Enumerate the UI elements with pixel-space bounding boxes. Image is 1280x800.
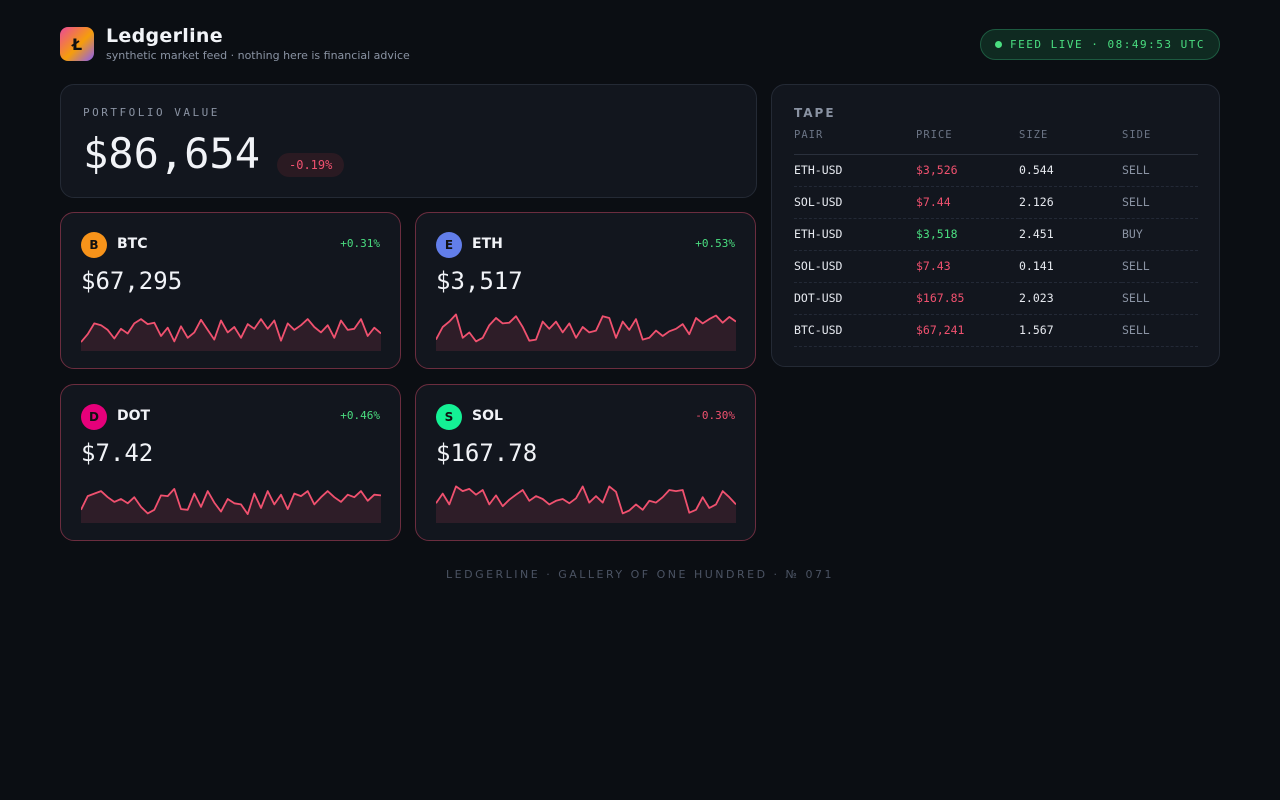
sparkline-line — [81, 487, 381, 515]
portfolio-label: PORTFOLIO VALUE — [83, 106, 220, 119]
brand-logo-icon: Ł — [60, 27, 94, 61]
dot-sparkline — [81, 487, 381, 523]
cell-size: 0.544 — [1019, 154, 1122, 187]
portfolio-card: PORTFOLIO VALUE $86,654 -0.19% — [60, 84, 757, 198]
coin-card-eth[interactable]: E ETH +0.53% $3,517 — [415, 212, 756, 369]
coin-symbol: SOL — [472, 408, 503, 424]
sparkline-area — [436, 486, 736, 523]
eth-coin-icon: E — [436, 232, 462, 258]
table-row[interactable]: BTC-USD $67,241 1.567 SELL — [794, 314, 1198, 347]
sol-coin-icon: S — [436, 404, 462, 430]
coin-price: $167.78 — [436, 439, 538, 467]
tape-header-row: PAIR PRICE SIZE SIDE — [794, 129, 1198, 155]
cell-price: $7.44 — [916, 186, 1019, 219]
table-row[interactable]: DOT-USD $167.85 2.023 SELL — [794, 282, 1198, 315]
brand-name: Ledgerline — [106, 25, 223, 47]
live-dot-icon — [995, 41, 1003, 48]
coin-card-sol[interactable]: S SOL -0.30% $167.78 — [415, 384, 756, 541]
cell-pair: BTC-USD — [794, 314, 916, 347]
column-header-price: PRICE — [916, 129, 1019, 155]
eth-sparkline — [436, 313, 736, 351]
cell-price: $67,241 — [916, 314, 1019, 347]
cell-pair: ETH-USD — [794, 218, 916, 251]
cell-side: BUY — [1122, 218, 1198, 251]
tape-table: PAIR PRICE SIZE SIDE ETH-USD $3,526 0.544 S… — [794, 129, 1198, 347]
coin-symbol: DOT — [117, 408, 151, 424]
cell-side: SELL — [1122, 186, 1198, 219]
tape-title: TAPE — [794, 106, 836, 120]
cell-pair: SOL-USD — [794, 250, 916, 283]
cell-pair: DOT-USD — [794, 282, 916, 315]
cell-side: SELL — [1122, 154, 1198, 187]
cell-size: 2.023 — [1019, 282, 1122, 315]
portfolio-change-badge: -0.19% — [277, 153, 345, 177]
sol-sparkline — [436, 485, 736, 523]
sparkline-line — [81, 318, 381, 343]
cell-size: 2.126 — [1019, 186, 1122, 219]
coin-price: $7.42 — [81, 439, 154, 467]
cell-side: SELL — [1122, 250, 1198, 283]
cell-price: $3,518 — [916, 218, 1019, 251]
coin-card-btc[interactable]: B BTC +0.31% $67,295 — [60, 212, 401, 369]
coin-change: +0.31% — [340, 237, 380, 250]
tape-panel: TAPE PAIR PRICE SIZE SIDE ETH-USD $3,526 0… — [771, 84, 1220, 367]
app-header: Ł Ledgerline synthetic market feed · not… — [60, 25, 1220, 63]
coin-price: $3,517 — [436, 267, 523, 295]
footer-caption: LEDGERLINE · GALLERY OF ONE HUNDRED · № … — [446, 568, 834, 581]
sparkline-line — [436, 485, 736, 515]
column-header-pair: PAIR — [794, 129, 916, 155]
sparkline-area — [81, 488, 381, 523]
cell-price: $167.85 — [916, 282, 1019, 315]
cell-price: $7.43 — [916, 250, 1019, 283]
column-header-size: SIZE — [1019, 129, 1122, 155]
table-row[interactable]: SOL-USD $7.43 0.141 SELL — [794, 250, 1198, 283]
feed-status-text: FEED LIVE · 08:49:53 UTC — [1010, 38, 1205, 51]
cell-side: SELL — [1122, 282, 1198, 315]
cell-pair: SOL-USD — [794, 186, 916, 219]
btc-coin-icon: B — [81, 232, 107, 258]
btc-sparkline — [81, 318, 381, 351]
column-header-side: SIDE — [1122, 129, 1198, 155]
coin-price: $67,295 — [81, 267, 183, 295]
coin-symbol: ETH — [472, 236, 503, 252]
table-row[interactable]: SOL-USD $7.44 2.126 SELL — [794, 186, 1198, 219]
cell-price: $3,526 — [916, 154, 1019, 187]
coin-change: +0.53% — [695, 237, 735, 250]
cell-size: 1.567 — [1019, 314, 1122, 347]
brand-tagline: synthetic market feed · nothing here is … — [106, 49, 410, 62]
coin-change: -0.30% — [695, 409, 735, 422]
cell-size: 0.141 — [1019, 250, 1122, 283]
coin-symbol: BTC — [117, 236, 148, 252]
coin-change: +0.46% — [340, 409, 380, 422]
table-row[interactable]: ETH-USD $3,526 0.544 SELL — [794, 154, 1198, 187]
portfolio-value: $86,654 — [83, 129, 261, 178]
sparkline-area — [436, 314, 736, 351]
dot-coin-icon: D — [81, 404, 107, 430]
feed-status-pill: FEED LIVE · 08:49:53 UTC — [980, 29, 1220, 60]
cell-size: 2.451 — [1019, 218, 1122, 251]
sparkline-line — [436, 313, 736, 343]
coin-card-dot[interactable]: D DOT +0.46% $7.42 — [60, 384, 401, 541]
table-row[interactable]: ETH-USD $3,518 2.451 BUY — [794, 218, 1198, 251]
cell-side: SELL — [1122, 314, 1198, 347]
cell-pair: ETH-USD — [794, 154, 916, 187]
